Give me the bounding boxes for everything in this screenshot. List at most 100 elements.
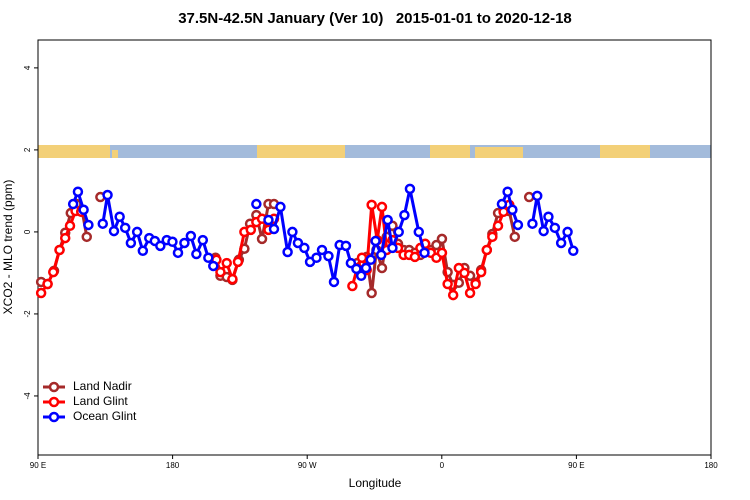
data-point xyxy=(203,252,214,264)
data-point xyxy=(442,278,453,290)
data-point xyxy=(215,266,226,278)
data-point xyxy=(502,186,513,197)
data-point xyxy=(191,248,202,260)
legend-label: Land Glint xyxy=(73,394,128,408)
data-point xyxy=(376,201,388,213)
data-point xyxy=(512,219,524,231)
data-point xyxy=(382,214,393,226)
data-point xyxy=(356,252,368,264)
data-point xyxy=(360,262,372,274)
data-point xyxy=(197,234,209,246)
x-tick-label: 180 xyxy=(704,461,718,470)
data-point xyxy=(227,273,238,285)
data-point xyxy=(232,256,244,268)
data-point xyxy=(509,231,521,243)
data-point xyxy=(387,242,398,254)
data-point xyxy=(366,199,377,211)
data-point xyxy=(119,222,131,234)
data-point xyxy=(185,230,197,242)
data-point xyxy=(543,211,554,222)
data-point xyxy=(399,209,410,221)
y-tick-label: -4 xyxy=(23,392,32,400)
land xyxy=(475,147,523,158)
data-point xyxy=(481,244,493,256)
y-tick-label: 2 xyxy=(23,147,32,152)
data-point xyxy=(523,191,535,203)
data-point xyxy=(492,220,504,232)
data-point xyxy=(282,246,293,258)
data-point xyxy=(48,266,59,278)
data-point xyxy=(355,270,367,282)
data-point xyxy=(179,237,190,249)
plot-frame xyxy=(37,39,712,456)
data-point xyxy=(531,190,543,202)
series xyxy=(67,183,579,288)
data-point xyxy=(470,278,481,290)
data-point xyxy=(67,198,79,210)
data-point xyxy=(328,276,340,288)
data-point xyxy=(323,250,334,262)
data-point xyxy=(370,235,381,247)
data-point xyxy=(102,189,113,201)
data-point xyxy=(72,186,84,197)
data-point xyxy=(251,198,262,210)
data-point xyxy=(221,257,232,269)
data-point xyxy=(108,225,120,237)
data-point xyxy=(208,260,219,272)
data-point xyxy=(97,218,109,229)
data-point xyxy=(167,236,178,248)
data-point xyxy=(459,267,470,279)
data-point xyxy=(245,224,257,236)
data-point xyxy=(292,237,304,249)
data-point xyxy=(83,219,94,231)
data-point xyxy=(413,226,425,238)
data-point xyxy=(549,222,561,234)
data-point xyxy=(81,231,93,243)
data-point xyxy=(287,226,298,238)
land xyxy=(112,150,118,158)
data-point xyxy=(376,262,388,274)
data-point xyxy=(125,237,137,249)
data-point xyxy=(393,226,404,238)
data-point xyxy=(42,278,53,290)
data-point xyxy=(419,247,430,259)
data-point xyxy=(365,254,377,266)
x-tick-label: 90 E xyxy=(568,461,584,470)
data-point xyxy=(78,204,89,216)
land xyxy=(430,145,470,158)
chart-title: 37.5N-42.5N January (Ver 10) 2015-01-01 … xyxy=(178,10,572,27)
legend-label: Ocean Glint xyxy=(73,409,137,423)
data-point xyxy=(114,211,125,222)
data-point xyxy=(436,233,448,245)
data-point xyxy=(54,244,65,256)
land xyxy=(38,145,110,158)
data-point xyxy=(275,201,286,213)
data-point xyxy=(436,247,448,259)
data-point xyxy=(268,223,280,235)
data-point xyxy=(404,183,416,195)
data-point xyxy=(447,289,459,301)
data-point xyxy=(59,232,71,244)
x-tick-label: 90 W xyxy=(298,461,317,470)
x-tick-label: 180 xyxy=(166,461,180,470)
data-point xyxy=(347,280,358,292)
data-point xyxy=(340,240,352,252)
legend-marker xyxy=(48,381,60,393)
data-point xyxy=(311,252,322,264)
data-point xyxy=(464,287,476,299)
x-axis-label: Longitude xyxy=(349,476,402,490)
data-point xyxy=(496,198,508,210)
land xyxy=(257,145,345,158)
y-tick-label: -2 xyxy=(23,310,32,318)
data-point xyxy=(475,266,487,278)
legend-label: Land Nadir xyxy=(73,379,132,393)
legend-marker xyxy=(48,396,60,408)
data-point xyxy=(64,220,76,232)
data-point xyxy=(155,240,166,252)
data-point xyxy=(431,239,442,251)
data-point xyxy=(299,242,310,254)
data-point xyxy=(555,237,567,249)
data-point xyxy=(527,218,538,229)
data-point xyxy=(263,214,274,226)
data-point xyxy=(409,251,421,263)
